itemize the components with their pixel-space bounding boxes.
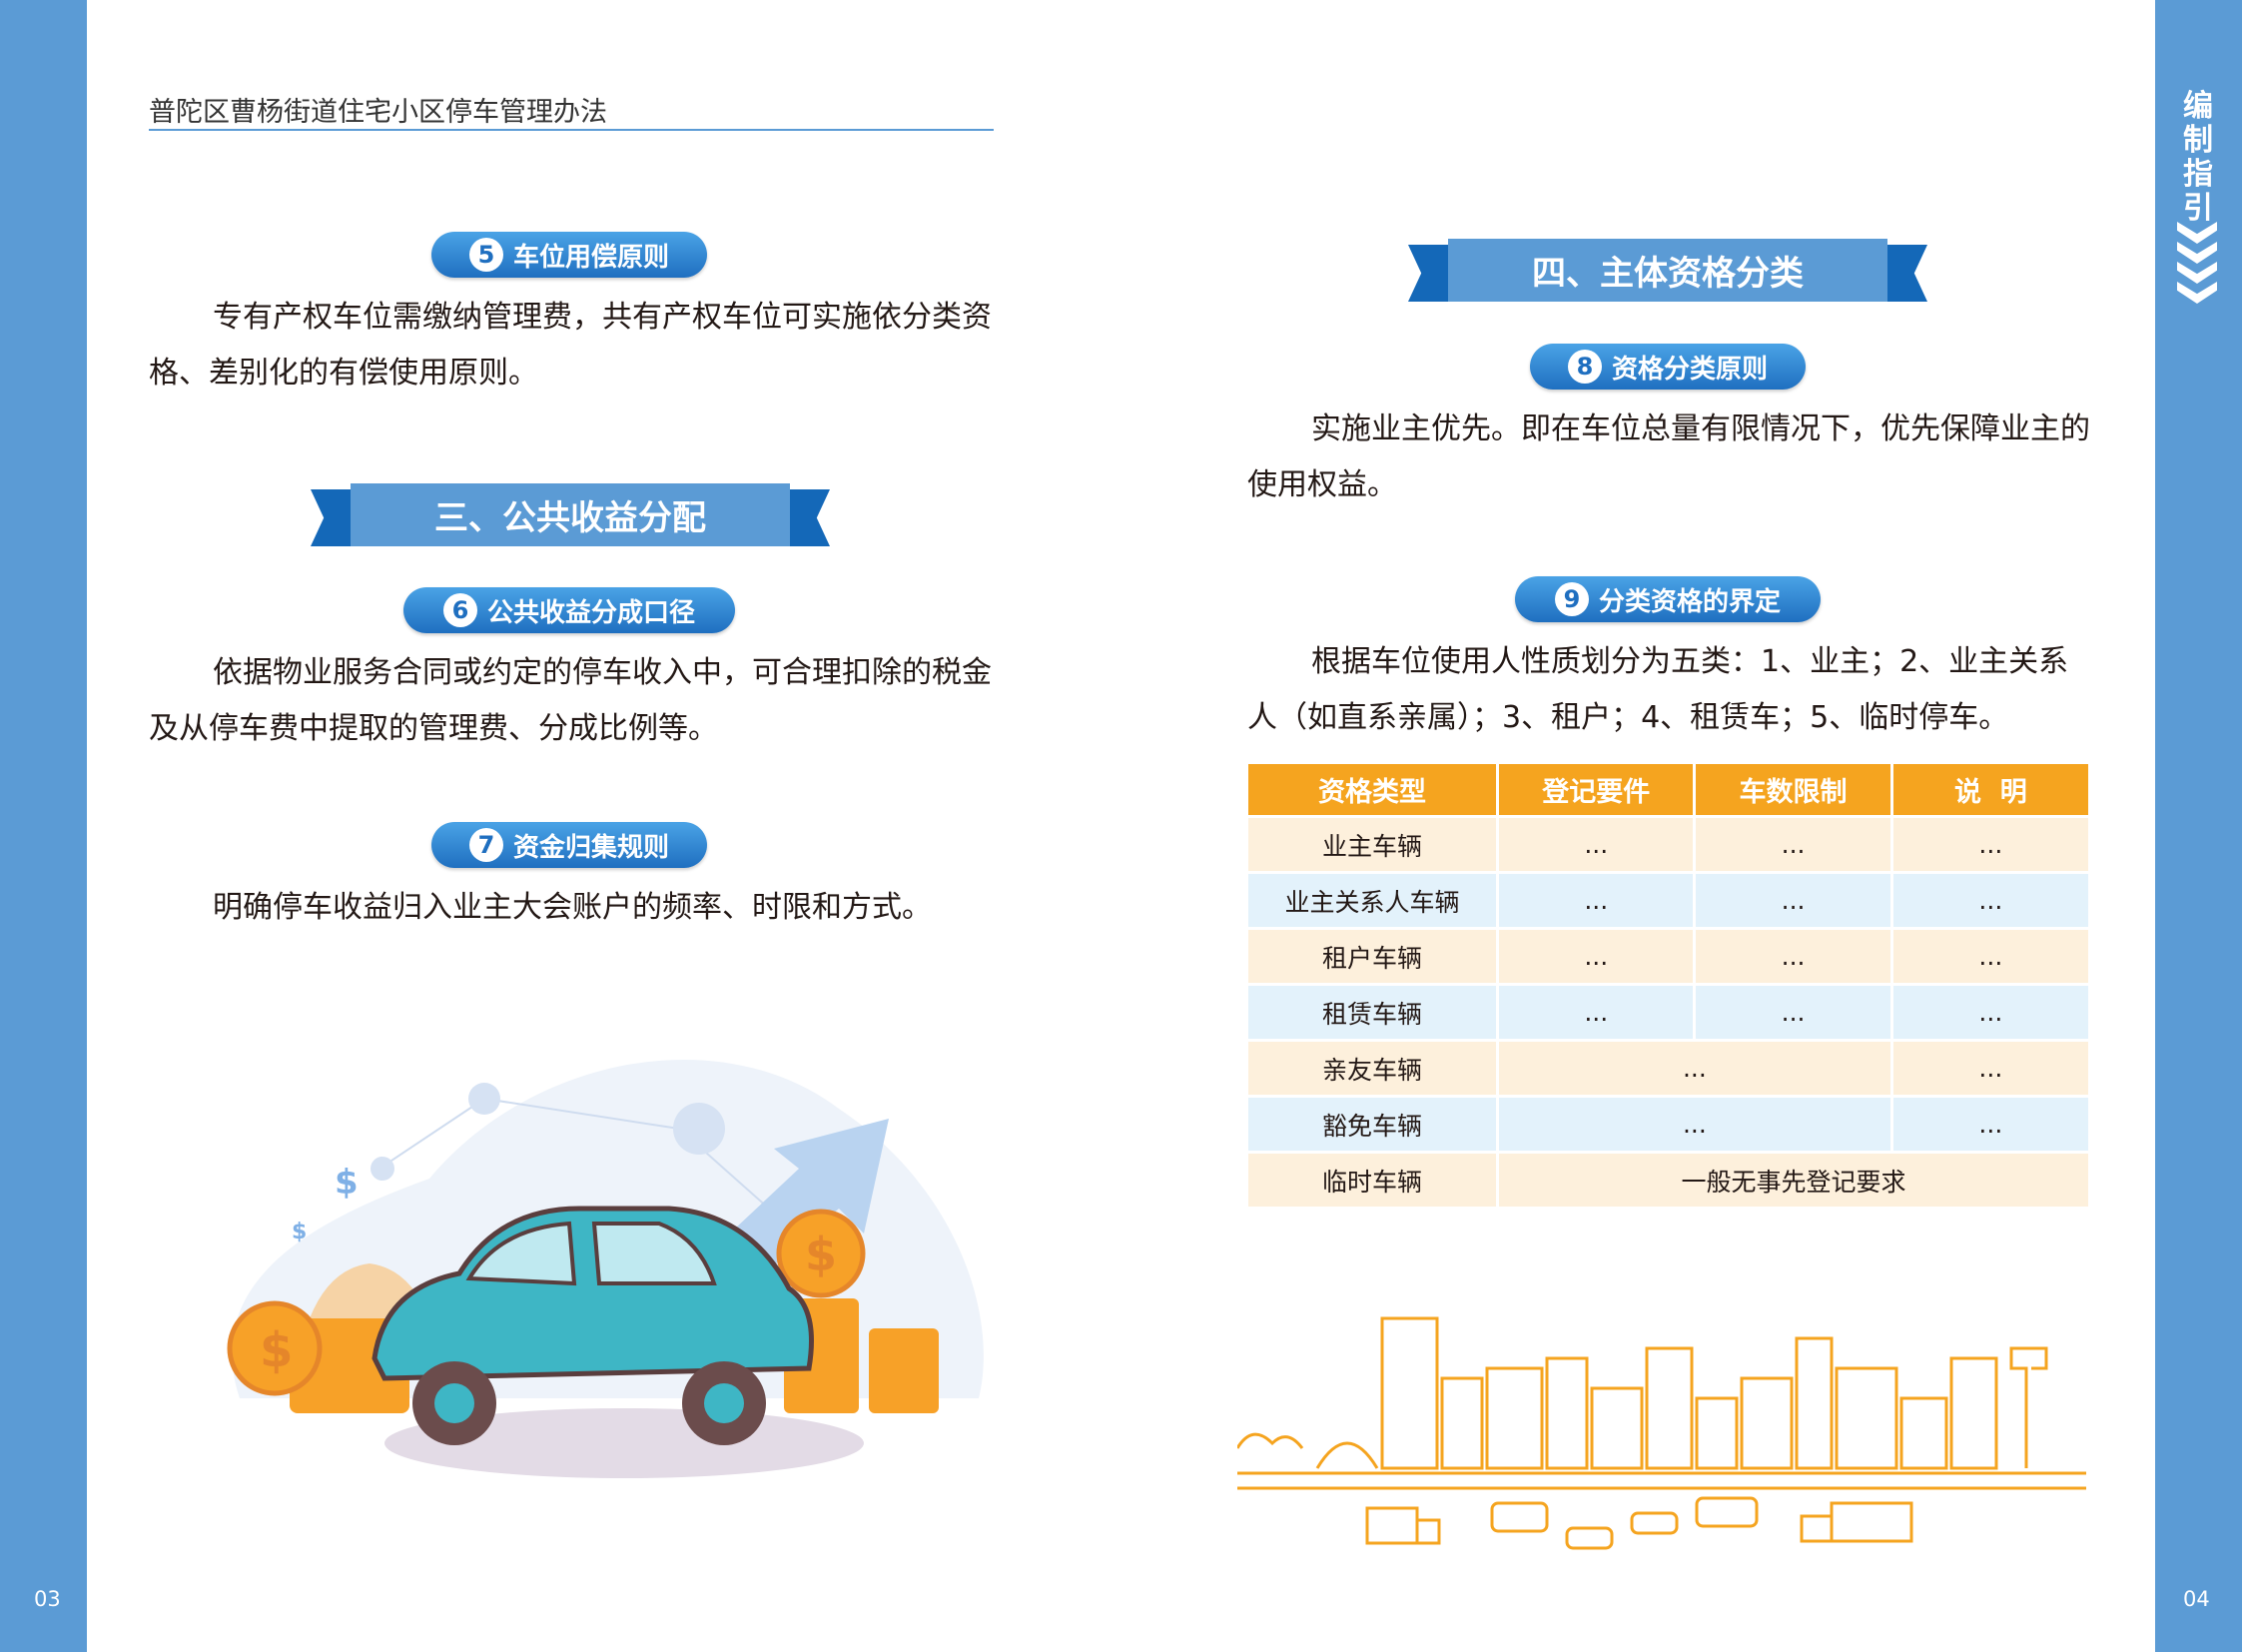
car-money-illustration: $ $ $ $ xyxy=(227,1059,984,1478)
heading-text: 资金归集规则 xyxy=(512,832,669,863)
column-header: 登记要件 xyxy=(1499,764,1694,815)
table-cell: ... xyxy=(1892,818,2088,871)
header-rule xyxy=(149,129,994,131)
table-cell: ... xyxy=(1499,874,1694,927)
table-cell: ... xyxy=(1696,818,1890,871)
svg-text:$: $ xyxy=(335,1163,359,1203)
table-row: 业主车辆......... xyxy=(1248,818,2088,871)
qualification-table: 资格类型 登记要件 车数限制 说 明 业主车辆......... 业主关系人车辆… xyxy=(1245,761,2091,1210)
table-row: 租赁车辆......... xyxy=(1248,986,2088,1039)
heading-text: 资格分类原则 xyxy=(1611,354,1768,385)
table-cell: ... xyxy=(1696,986,1890,1039)
section-title: 三、公共收益分配 xyxy=(351,483,790,546)
table-cell: 租赁车辆 xyxy=(1248,986,1497,1039)
table-cell: 亲友车辆 xyxy=(1248,1042,1497,1095)
paragraph-7: 明确停车收益归入业主大会账户的频率、时限和方式。 xyxy=(213,890,932,925)
heading-text: 分类资格的界定 xyxy=(1598,586,1781,617)
paragraph-6: 依据物业服务合同或约定的停车收入中，可合理扣除的税金及从停车费中提取的管理费、分… xyxy=(149,655,992,746)
number-badge: 7 xyxy=(468,828,503,862)
table-header-row: 资格类型 登记要件 车数限制 说 明 xyxy=(1248,764,2088,815)
table-cell: ... xyxy=(1892,874,2088,927)
table-row: 临时车辆 一般无事先登记要求 xyxy=(1248,1154,2088,1207)
left-page-edge xyxy=(0,0,87,1652)
table-cell: ... xyxy=(1499,818,1694,871)
table-cell: ... xyxy=(1892,930,2088,983)
column-header: 资格类型 xyxy=(1248,764,1497,815)
table-cell: ... xyxy=(1499,1098,1890,1151)
page-number-right: 04 xyxy=(2183,1587,2210,1611)
section-banner-4: 四、主体资格分类 xyxy=(1408,239,1927,302)
table-cell: 业主车辆 xyxy=(1248,818,1497,871)
column-header: 说 明 xyxy=(1892,764,2088,815)
table-cell: 临时车辆 xyxy=(1248,1154,1497,1207)
heading-pill-5: 5 车位用偿原则 xyxy=(431,232,707,278)
heading-text: 公共收益分成口径 xyxy=(486,597,695,628)
heading-pill-8: 8 资格分类原则 xyxy=(1530,344,1806,390)
table-cell: ... xyxy=(1892,986,2088,1039)
table-cell: ... xyxy=(1892,1098,2088,1151)
number-badge: 8 xyxy=(1567,350,1602,384)
table-cell: ... xyxy=(1892,1042,2088,1095)
side-tab-label: 编制指引 xyxy=(2183,89,2213,226)
number-badge: 5 xyxy=(468,238,503,272)
number-badge: 6 xyxy=(442,593,477,627)
table-cell: ... xyxy=(1696,874,1890,927)
table-cell: 豁免车辆 xyxy=(1248,1098,1497,1151)
right-page-edge xyxy=(2155,0,2242,1652)
running-header: 普陀区曹杨街道住宅小区停车管理办法 xyxy=(149,97,607,128)
section-banner-3: 三、公共收益分配 xyxy=(311,483,830,546)
table-row: 豁免车辆...... xyxy=(1248,1098,2088,1151)
table-row: 亲友车辆...... xyxy=(1248,1042,2088,1095)
column-header: 车数限制 xyxy=(1696,764,1890,815)
heading-pill-7: 7 资金归集规则 xyxy=(431,822,707,868)
number-badge: 9 xyxy=(1554,582,1589,616)
table-cell: ... xyxy=(1696,930,1890,983)
svg-text:$: $ xyxy=(292,1220,307,1244)
table-row: 业主关系人车辆......... xyxy=(1248,874,2088,927)
svg-text:$: $ xyxy=(260,1322,293,1378)
page-number-left: 03 xyxy=(34,1587,61,1611)
table-cell: ... xyxy=(1499,986,1694,1039)
table-cell: ... xyxy=(1499,1042,1890,1095)
table-cell: 业主关系人车辆 xyxy=(1248,874,1497,927)
heading-text: 车位用偿原则 xyxy=(512,242,669,273)
paragraph-9: 根据车位使用人性质划分为五类：1、业主；2、业主关系人（如直系亲属）；3、租户；… xyxy=(1247,644,2069,735)
svg-text:$: $ xyxy=(805,1228,837,1281)
table-row: 租户车辆......... xyxy=(1248,930,2088,983)
heading-pill-6: 6 公共收益分成口径 xyxy=(403,587,735,633)
paragraph-8: 实施业主优先。即在车位总量有限情况下，优先保障业主的使用权益。 xyxy=(1247,412,2090,502)
section-title: 四、主体资格分类 xyxy=(1448,239,1887,302)
table-cell: 一般无事先登记要求 xyxy=(1499,1154,2088,1207)
table-cell: 租户车辆 xyxy=(1248,930,1497,983)
heading-pill-9: 9 分类资格的界定 xyxy=(1515,576,1821,622)
city-skyline-illustration xyxy=(1237,1316,2086,1550)
paragraph-5: 专有产权车位需缴纳管理费，共有产权车位可实施依分类资格、差别化的有偿使用原则。 xyxy=(149,300,992,391)
table-cell: ... xyxy=(1499,930,1694,983)
